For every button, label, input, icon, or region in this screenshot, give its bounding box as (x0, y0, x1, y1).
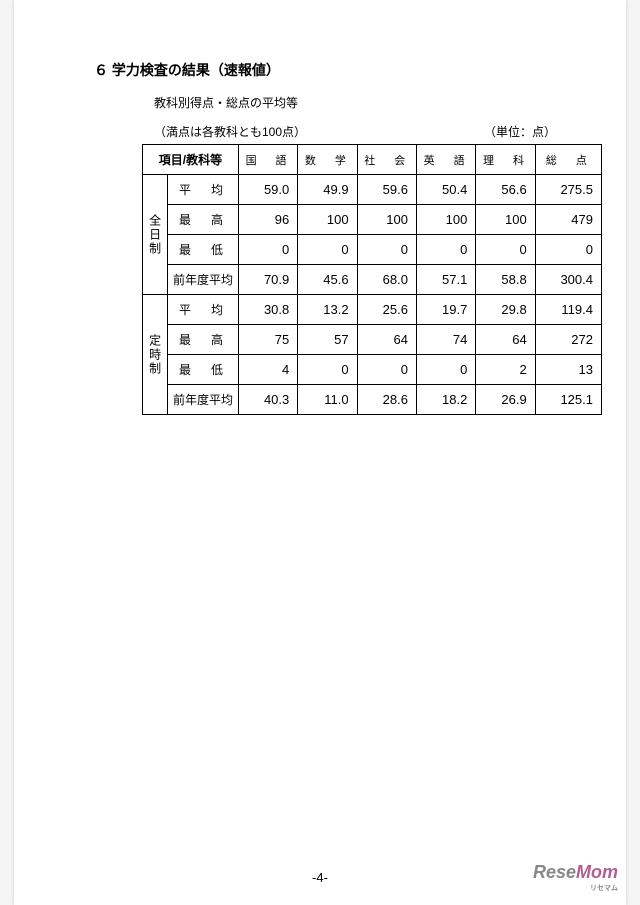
cell: 100 (298, 205, 357, 235)
header-col: 英 語 (416, 145, 475, 175)
cell: 119.4 (535, 295, 601, 325)
cell: 56.6 (476, 175, 535, 205)
cell: 0 (476, 235, 535, 265)
cell: 68.0 (357, 265, 416, 295)
document-page: ６ 学力検査の結果（速報値） 教科別得点・総点の平均等 （満点は各教科とも100… (14, 0, 626, 905)
cell: 479 (535, 205, 601, 235)
cell: 13 (535, 355, 601, 385)
header-row: 項目/教科等 国 語 数 学 社 会 英 語 理 科 総 点 (143, 145, 602, 175)
cell: 19.7 (416, 295, 475, 325)
cell: 0 (357, 355, 416, 385)
row-label: 平 均 (168, 175, 239, 205)
cell: 26.9 (476, 385, 535, 415)
header-col: 数 学 (298, 145, 357, 175)
results-table: 項目/教科等 国 語 数 学 社 会 英 語 理 科 総 点 全日制 平 均 5… (142, 144, 602, 415)
cell: 18.2 (416, 385, 475, 415)
cell: 0 (298, 235, 357, 265)
cell: 300.4 (535, 265, 601, 295)
cell: 70.9 (238, 265, 297, 295)
cell: 11.0 (298, 385, 357, 415)
cell: 57 (298, 325, 357, 355)
row-label: 前年度平均 (168, 385, 239, 415)
cell: 28.6 (357, 385, 416, 415)
note-left: （満点は各教科とも100点） (154, 123, 306, 140)
cell: 30.8 (238, 295, 297, 325)
cell: 4 (238, 355, 297, 385)
cell: 0 (535, 235, 601, 265)
cell: 100 (476, 205, 535, 235)
cell: 40.3 (238, 385, 297, 415)
cell: 100 (357, 205, 416, 235)
cell: 2 (476, 355, 535, 385)
row-label: 最 低 (168, 235, 239, 265)
section-title: ６ 学力検査の結果（速報値） (94, 60, 576, 80)
note-right: （単位：点） (484, 123, 556, 140)
cell: 0 (416, 355, 475, 385)
header-col: 国 語 (238, 145, 297, 175)
row-label: 最 高 (168, 325, 239, 355)
watermark-accent: Mom (576, 862, 618, 882)
cell: 64 (476, 325, 535, 355)
group-label: 定時制 (143, 295, 168, 415)
cell: 74 (416, 325, 475, 355)
header-col: 総 点 (535, 145, 601, 175)
watermark-main: Rese (533, 862, 576, 882)
cell: 64 (357, 325, 416, 355)
cell: 45.6 (298, 265, 357, 295)
cell: 75 (238, 325, 297, 355)
cell: 49.9 (298, 175, 357, 205)
cell: 13.2 (298, 295, 357, 325)
cell: 125.1 (535, 385, 601, 415)
cell: 0 (238, 235, 297, 265)
table-row: 最 低 0 0 0 0 0 0 (143, 235, 602, 265)
row-label: 平 均 (168, 295, 239, 325)
cell: 0 (357, 235, 416, 265)
cell: 59.0 (238, 175, 297, 205)
table-row: 最 高 96 100 100 100 100 479 (143, 205, 602, 235)
header-col: 理 科 (476, 145, 535, 175)
table-row: 前年度平均 70.9 45.6 68.0 57.1 58.8 300.4 (143, 265, 602, 295)
row-label: 前年度平均 (168, 265, 239, 295)
watermark: ReseMom リセマム (533, 862, 618, 893)
cell: 0 (416, 235, 475, 265)
cell: 272 (535, 325, 601, 355)
cell: 100 (416, 205, 475, 235)
note-row: （満点は各教科とも100点） （単位：点） (154, 123, 556, 140)
table-row: 全日制 平 均 59.0 49.9 59.6 50.4 56.6 275.5 (143, 175, 602, 205)
cell: 59.6 (357, 175, 416, 205)
header-col: 社 会 (357, 145, 416, 175)
cell: 58.8 (476, 265, 535, 295)
table-row: 最 高 75 57 64 74 64 272 (143, 325, 602, 355)
cell: 0 (298, 355, 357, 385)
table-row: 前年度平均 40.3 11.0 28.6 18.2 26.9 125.1 (143, 385, 602, 415)
cell: 29.8 (476, 295, 535, 325)
subtitle: 教科別得点・総点の平均等 (154, 94, 576, 111)
cell: 50.4 (416, 175, 475, 205)
group-label: 全日制 (143, 175, 168, 295)
table-row: 定時制 平 均 30.8 13.2 25.6 19.7 29.8 119.4 (143, 295, 602, 325)
cell: 25.6 (357, 295, 416, 325)
cell: 96 (238, 205, 297, 235)
row-label: 最 高 (168, 205, 239, 235)
row-label: 最 低 (168, 355, 239, 385)
watermark-sub: リセマム (533, 883, 618, 893)
cell: 57.1 (416, 265, 475, 295)
table-row: 最 低 4 0 0 0 2 13 (143, 355, 602, 385)
cell: 275.5 (535, 175, 601, 205)
header-item: 項目/教科等 (143, 145, 239, 175)
